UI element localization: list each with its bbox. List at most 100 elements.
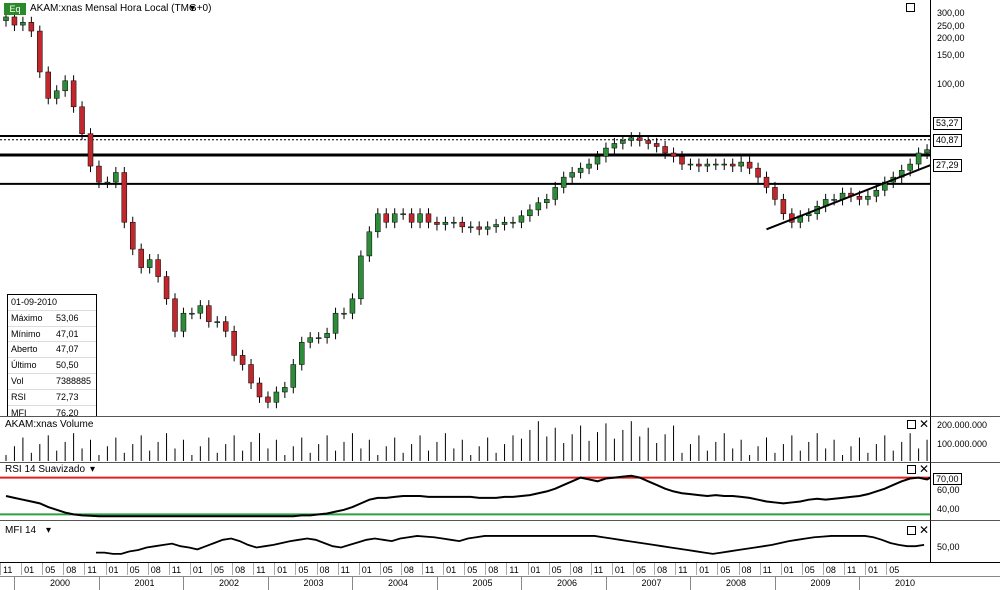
month-label: 08 <box>235 565 246 575</box>
price-chart[interactable] <box>0 0 930 416</box>
month-label: 01 <box>446 565 457 575</box>
info-row: RSI 72,73 <box>8 388 96 405</box>
candle-body <box>729 163 736 167</box>
year-divider <box>14 576 15 590</box>
month-label: 05 <box>551 565 562 575</box>
mfi-panel[interactable]: MFI 14 ▾ ✕ <box>0 520 930 562</box>
month-label: 08 <box>488 565 499 575</box>
candle-body <box>645 140 651 144</box>
candle-body <box>45 71 51 99</box>
year-label: 2001 <box>134 578 155 588</box>
month-tick <box>801 563 803 575</box>
candle-body <box>510 221 516 224</box>
candle-body <box>20 22 26 26</box>
info-row: Aberto 47,07 <box>8 341 96 357</box>
maximize-button[interactable] <box>906 3 915 12</box>
month-label: 05 <box>45 565 56 575</box>
month-tick <box>253 563 255 575</box>
year-divider <box>605 576 607 590</box>
month-tick <box>548 563 550 575</box>
month-tick <box>21 563 23 575</box>
month-label: 01 <box>277 565 288 575</box>
volume-chart[interactable] <box>0 417 930 462</box>
month-label: 05 <box>636 565 647 575</box>
candle-body <box>273 391 280 403</box>
maximize-button[interactable] <box>907 465 916 474</box>
month-tick <box>590 563 592 575</box>
info-label: Aberto <box>11 344 38 355</box>
candle-body <box>104 181 111 184</box>
year-divider <box>183 576 184 590</box>
candle-body <box>265 396 271 403</box>
chart-title-dropdown-icon[interactable]: ▾ <box>190 3 196 14</box>
month-label: 01 <box>530 565 541 575</box>
month-tick <box>274 563 276 575</box>
candle-body <box>569 172 575 178</box>
month-tick <box>886 563 888 575</box>
month-tick <box>126 563 128 575</box>
mfi-line <box>96 535 925 555</box>
candle-body <box>113 172 119 183</box>
close-icon[interactable]: ✕ <box>919 523 930 537</box>
month-label: 08 <box>66 565 77 575</box>
candle-body <box>586 163 592 169</box>
price-panel[interactable]: Eq AKAM:xnas Mensal Hora Local (TMG+0) ▾… <box>0 0 930 416</box>
candle-body <box>155 259 161 277</box>
month-label: 08 <box>150 565 161 575</box>
mfi-axis: 50,00 <box>930 520 1000 562</box>
close-icon[interactable]: ✕ <box>919 462 930 476</box>
mfi-chart[interactable] <box>0 521 930 562</box>
candle-body <box>831 199 837 201</box>
candle-body <box>299 342 305 365</box>
candle-body <box>189 312 195 315</box>
maximize-button[interactable] <box>907 526 916 535</box>
month-tick <box>0 563 1 575</box>
info-label: Vol <box>11 375 24 386</box>
year-label: 2003 <box>303 578 324 588</box>
year-divider <box>267 576 269 590</box>
candle-body <box>180 312 187 332</box>
candle-body <box>28 22 35 32</box>
info-label: Mínimo <box>11 328 41 339</box>
candle-body <box>239 355 246 365</box>
equity-badge-icon: Eq <box>4 3 26 15</box>
chart-title[interactable]: AKAM:xnas Mensal Hora Local (TMG+0) <box>30 3 212 14</box>
info-label: Máximo <box>11 312 43 323</box>
info-row: Último 50,50 <box>8 357 96 373</box>
year-divider <box>436 576 438 590</box>
month-label: 08 <box>741 565 752 575</box>
candle-body <box>79 106 85 134</box>
month-label: 11 <box>87 565 97 575</box>
candle-body <box>358 255 364 300</box>
candle-body <box>493 224 499 228</box>
year-divider <box>98 576 100 590</box>
price-tick: 100,00 <box>937 79 965 89</box>
candle-body <box>146 259 153 268</box>
time-axis[interactable]: 11 01 05 08 11 01 05 08 11 01 05 08 11 01 05 08 11 01 05 08… <box>0 562 1000 590</box>
price-axis[interactable]: 300,00 250,00 200,00 150,00 100,00 <box>930 0 1000 416</box>
month-label: 01 <box>614 565 625 575</box>
rsi-panel[interactable]: RSI 14 Suavizado ▾ ✕ <box>0 462 930 520</box>
candle-body <box>459 221 466 228</box>
rsi-dropdown-icon[interactable]: ▾ <box>90 464 96 475</box>
candle-body <box>687 163 694 166</box>
month-label: 11 <box>593 565 604 575</box>
candle-body <box>544 199 550 203</box>
month-label: 11 <box>847 565 857 575</box>
close-icon[interactable]: ✕ <box>919 417 930 431</box>
rsi-chart[interactable] <box>0 463 930 520</box>
level-label-53: 53,27 <box>933 117 962 130</box>
month-tick <box>717 563 719 575</box>
year-label: 2005 <box>472 578 493 588</box>
volume-panel[interactable]: AKAM:xnas Volume ✕ <box>0 416 930 462</box>
info-date: 01-09-2010 <box>11 297 58 307</box>
month-label: 11 <box>678 565 688 575</box>
mfi-dropdown-icon[interactable]: ▾ <box>46 525 52 536</box>
month-label: 08 <box>403 565 414 575</box>
month-tick <box>611 563 613 575</box>
info-value: 50,50 <box>56 360 79 371</box>
maximize-button[interactable] <box>907 420 916 429</box>
candle-body <box>282 387 288 393</box>
info-value: 53,06 <box>56 312 79 323</box>
candle-body <box>324 333 330 338</box>
